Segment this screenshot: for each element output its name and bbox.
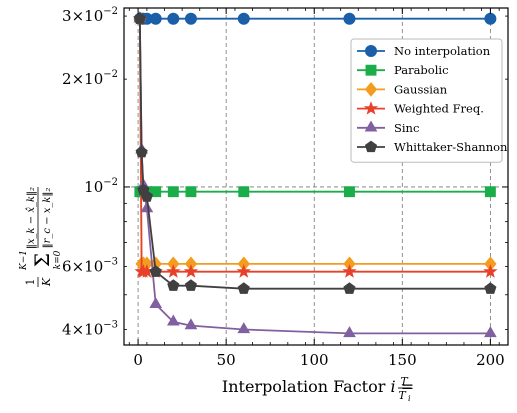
y-tick-label: 6×10−3 <box>62 256 118 275</box>
legend-marker-sinc <box>364 120 378 132</box>
x-tick-label: 200 <box>476 351 505 369</box>
plot-frame <box>123 7 509 346</box>
data-point-no-interpolation <box>167 12 180 25</box>
y-tick-label: 3×10−2 <box>62 6 118 25</box>
legend-marker-no-interpolation <box>365 45 377 57</box>
data-point-whittaker-shannon <box>484 282 497 294</box>
data-point-weighted-freq <box>483 264 498 278</box>
data-point-no-interpolation <box>343 12 356 25</box>
data-point-whittaker-shannon <box>149 265 162 277</box>
data-point-sinc <box>237 322 251 334</box>
y-label-sum-bottom: k=0 <box>53 250 63 269</box>
data-point-parabolic <box>344 186 355 198</box>
data-point-no-interpolation <box>484 12 497 25</box>
data-point-weighted-freq <box>166 264 181 278</box>
data-point-whittaker-shannon <box>237 282 250 294</box>
y-label-frac-num: 1 <box>24 279 37 286</box>
y-label-sum-top: K−1 <box>19 250 29 271</box>
legend-label-gaussian: Gaussian <box>394 82 448 96</box>
data-point-weighted-freq <box>236 264 251 278</box>
x-tick-label: 100 <box>300 351 329 369</box>
ticks: 0 50 100 150 200 4×10−3 6×10−3 10−2 2×10−2 3×10−2 <box>62 6 508 369</box>
data-point-sinc <box>140 201 154 213</box>
series-line-whittaker-shannon <box>138 18 491 290</box>
data-point-sinc <box>149 297 163 309</box>
data-point-whittaker-shannon <box>133 12 146 24</box>
data-point-weighted-freq <box>183 264 199 278</box>
legend-label-whittaker-shannon: Whittaker-Shannon <box>394 140 508 154</box>
legend-label-sinc: Sinc <box>394 121 419 135</box>
data-point-whittaker-shannon <box>184 279 198 291</box>
data-point-whittaker-shannon <box>135 145 148 158</box>
data-point-whittaker-shannon <box>343 282 356 294</box>
data-point-no-interpolation <box>149 12 162 25</box>
y-label-frac-den: K <box>40 277 53 287</box>
data-point-sinc <box>484 326 497 338</box>
series-whittaker-shannon <box>133 12 497 294</box>
legend-label-weighted-freq: Weighted Freq. <box>394 102 484 116</box>
data-point-parabolic <box>150 186 162 198</box>
data-point-whittaker-shannon <box>167 279 180 291</box>
data-point-no-interpolation <box>184 12 197 25</box>
data-point-parabolic <box>238 186 250 198</box>
x-label-frac-num: T <box>400 375 409 388</box>
x-tick-label: 0 <box>133 351 143 369</box>
legend: No interpolation Parabolic Gaussian Weighte… <box>350 38 508 163</box>
x-axis-label: Interpolation Factor i = <box>222 377 414 396</box>
data-point-sinc <box>184 318 198 330</box>
data-point-sinc <box>343 326 356 338</box>
y-tick-label: 4×10−3 <box>62 319 118 338</box>
x-label-frac-den: T <box>398 389 407 402</box>
x-label-frac-den-sub: i <box>408 394 411 403</box>
legend-marker-weighted-freq <box>363 101 379 115</box>
legend-marker-whittaker-shannon <box>364 140 378 153</box>
legend-marker-parabolic <box>365 64 377 76</box>
x-axis-label-fraction: T T i <box>398 375 411 403</box>
legend-marker-gaussian <box>364 82 378 97</box>
y-label-sum-sign: Σ <box>30 253 54 267</box>
data-point-sinc <box>166 314 180 326</box>
series-no-interpolation <box>133 12 497 25</box>
data-point-weighted-freq <box>342 264 357 278</box>
x-tick-label: 150 <box>388 351 417 369</box>
y-tick-label: 10−2 <box>84 177 118 196</box>
legend-label-parabolic: Parabolic <box>394 63 449 77</box>
series-parabolic <box>134 186 496 198</box>
series-layer <box>132 11 498 338</box>
data-point-parabolic <box>185 186 197 198</box>
data-point-no-interpolation <box>237 12 250 25</box>
data-point-parabolic <box>167 186 179 198</box>
legend-label-no-interpolation: No interpolation <box>394 44 491 58</box>
y-label-den: ‖r_c − x_k‖₂ <box>42 188 53 249</box>
data-point-parabolic <box>484 186 496 198</box>
x-tick-label: 50 <box>217 351 236 369</box>
y-label-num: ‖x_k − x̂_k‖₂ <box>26 187 37 249</box>
y-axis-label: 1 K K−1 Σ k=0 ‖x_k − x̂_k‖₂ ‖r_c − x_k‖₂ <box>19 187 63 287</box>
y-tick-label: 2×10−2 <box>62 69 118 88</box>
legend-box <box>350 38 503 163</box>
data-point-whittaker-shannon <box>140 190 153 202</box>
